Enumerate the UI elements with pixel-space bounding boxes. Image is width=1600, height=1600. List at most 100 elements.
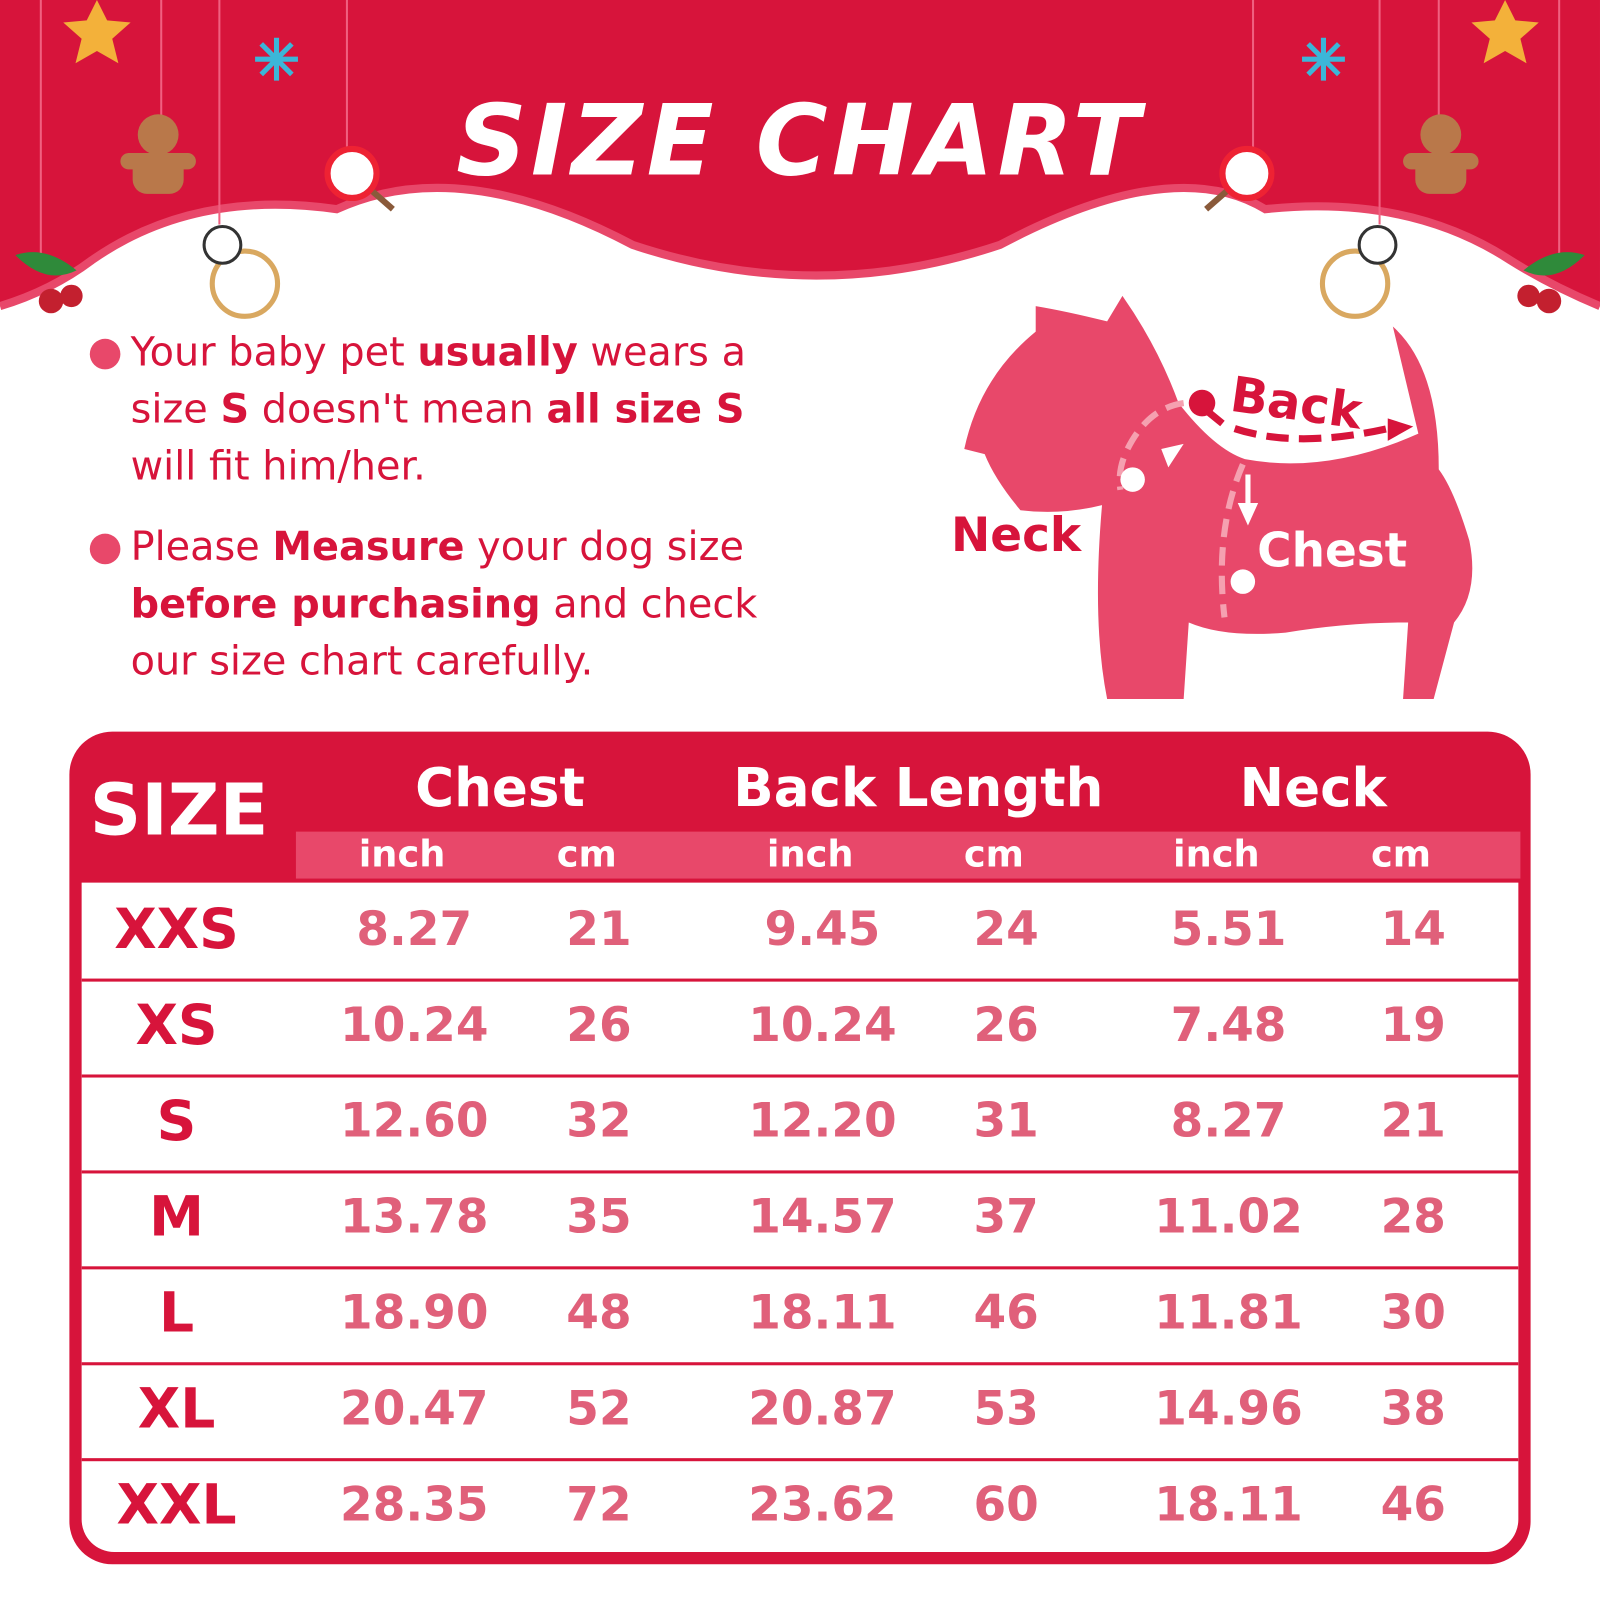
measurement-cell: 28 [1380, 1188, 1446, 1244]
star-ornament-icon [63, 0, 131, 64]
measurement-cell: 24 [973, 901, 1039, 957]
measurement-cell: 35 [566, 1188, 632, 1244]
bullet-icon [89, 338, 121, 370]
measurement-cell: 14 [1380, 901, 1446, 957]
holly-icon [15, 252, 83, 314]
measurement-cell: 46 [1380, 1476, 1446, 1532]
measurement-cell: 20.47 [340, 1380, 489, 1436]
chest-header: Chest [415, 758, 585, 820]
measurement-cell: 5.51 [1170, 901, 1287, 957]
lollipop-icon [1204, 145, 1275, 212]
measurement-cell: 12.60 [340, 1092, 489, 1148]
measurement-cell: 28.35 [340, 1476, 489, 1532]
snowflake-icon [1302, 37, 1345, 81]
dog-measurement-diagram: Back Neck Chest [951, 295, 1473, 699]
table-row: XXS 8.27 21 9.45 24 5.51 14 [81, 883, 1519, 982]
measurement-cell: 60 [973, 1476, 1039, 1532]
note-fragment: our size chart carefully. [130, 638, 594, 685]
size-label: XL [137, 1376, 216, 1441]
unit-label: cm [1370, 833, 1432, 876]
measurement-cell: 18.11 [748, 1284, 897, 1340]
unit-label: cm [963, 833, 1024, 876]
note-fragment: will fit him/her. [130, 443, 426, 490]
measurement-cell: 14.57 [748, 1188, 897, 1244]
measurement-cell: 8.27 [356, 901, 473, 957]
neck-label: Neck [951, 508, 1083, 563]
measurement-cell: 31 [973, 1092, 1039, 1148]
measurement-cell: 11.02 [1154, 1188, 1303, 1244]
measurement-cell: 37 [973, 1188, 1039, 1244]
size-table: SIZE Chest Back Length Neck inch cm inch… [69, 731, 1531, 1565]
measurement-cell: 53 [973, 1380, 1039, 1436]
unit-label: inch [358, 833, 446, 876]
measurement-cell: 26 [973, 996, 1039, 1053]
measurement-cell: 23.62 [748, 1476, 897, 1532]
measurement-cell: 10.24 [748, 996, 897, 1053]
size-label: XXL [116, 1472, 237, 1537]
measurement-cell: 14.96 [1154, 1380, 1303, 1436]
gingerbread-icon [120, 114, 196, 194]
table-row: L 18.90 48 18.11 46 11.81 30 [81, 1266, 1519, 1366]
measurement-cell: 46 [973, 1284, 1039, 1340]
measurement-cell: 26 [566, 996, 632, 1053]
measurement-cell: 32 [566, 1092, 632, 1148]
measurement-cell: 19 [1380, 996, 1446, 1053]
size-label: L [158, 1280, 195, 1345]
snowman-cookie-icon [202, 224, 281, 319]
measurement-cell: 13.78 [340, 1188, 489, 1244]
size-header: SIZE [89, 768, 269, 853]
measurement-cell: 20.87 [748, 1380, 897, 1436]
star-ornament-icon [1471, 0, 1539, 64]
dog-silhouette-icon [964, 295, 1473, 699]
measurement-cell: 48 [566, 1284, 632, 1340]
measurement-cell: 7.48 [1170, 996, 1287, 1053]
table-body: XXS 8.27 21 9.45 24 5.51 14 XS 10.24 26 10.24 26 7.4… [81, 882, 1519, 1553]
emphasis-text: usually [417, 329, 578, 376]
unit-band [295, 831, 1521, 879]
note-1: Your baby pet usually wears a size S does… [89, 324, 746, 495]
table-row: M 13.78 35 14.57 37 11.02 28 [81, 1170, 1519, 1270]
bullet-icon [89, 533, 121, 565]
table-row: XL 20.47 52 20.87 53 14.96 38 [81, 1362, 1519, 1462]
holly-icon [1517, 252, 1585, 314]
note-2: Please Measure your dog size before purch… [89, 519, 758, 690]
emphasis-text: all size S [546, 386, 745, 433]
back-length-header: Back Length [733, 758, 1104, 820]
size-label: M [149, 1184, 204, 1249]
note-fragment: size [130, 386, 221, 433]
measurement-cell: 72 [566, 1476, 632, 1532]
note-fragment: wears a [577, 329, 746, 376]
measurement-cell: 9.45 [764, 901, 881, 957]
note-fragment: doesn't mean [249, 386, 547, 433]
chest-label: Chest [1257, 523, 1407, 578]
measurement-cell: 12.20 [748, 1092, 897, 1148]
unit-label: inch [1172, 833, 1260, 876]
note-fragment: your dog size [464, 524, 744, 571]
measurement-cell: 38 [1380, 1380, 1446, 1436]
size-label: XS [135, 992, 218, 1058]
table-row: S 12.60 32 12.20 31 8.27 21 [81, 1074, 1519, 1174]
measurement-cell: 18.11 [1154, 1476, 1303, 1532]
note-text: Please Measure your dog size before purch… [131, 519, 758, 690]
unit-label: cm [556, 833, 617, 876]
note-fragment: Please [130, 524, 273, 571]
measurement-cell: 18.90 [340, 1284, 489, 1340]
size-label: XXS [114, 896, 239, 962]
measurement-cell: 21 [566, 901, 632, 957]
table-row: XXL 28.35 72 23.62 60 18.11 46 [82, 1458, 1519, 1552]
snowflake-icon [255, 37, 298, 81]
measurement-cell: 30 [1380, 1284, 1446, 1340]
lollipop-icon [324, 145, 395, 212]
emphasis-text: Measure [272, 524, 465, 571]
emphasis-text: before purchasing [130, 581, 541, 628]
emphasis-text: S [220, 386, 250, 433]
measurement-cell: 52 [566, 1380, 632, 1436]
page-title: SIZE CHART [456, 83, 1144, 198]
snowman-cookie-icon [1319, 224, 1398, 319]
unit-label: inch [766, 833, 854, 876]
note-fragment: Your baby pet [130, 329, 418, 376]
measurement-cell: 11.81 [1154, 1284, 1303, 1340]
christmas-banner [0, 0, 1600, 319]
measurement-cell: 21 [1380, 1092, 1446, 1148]
gingerbread-icon [1403, 114, 1479, 194]
